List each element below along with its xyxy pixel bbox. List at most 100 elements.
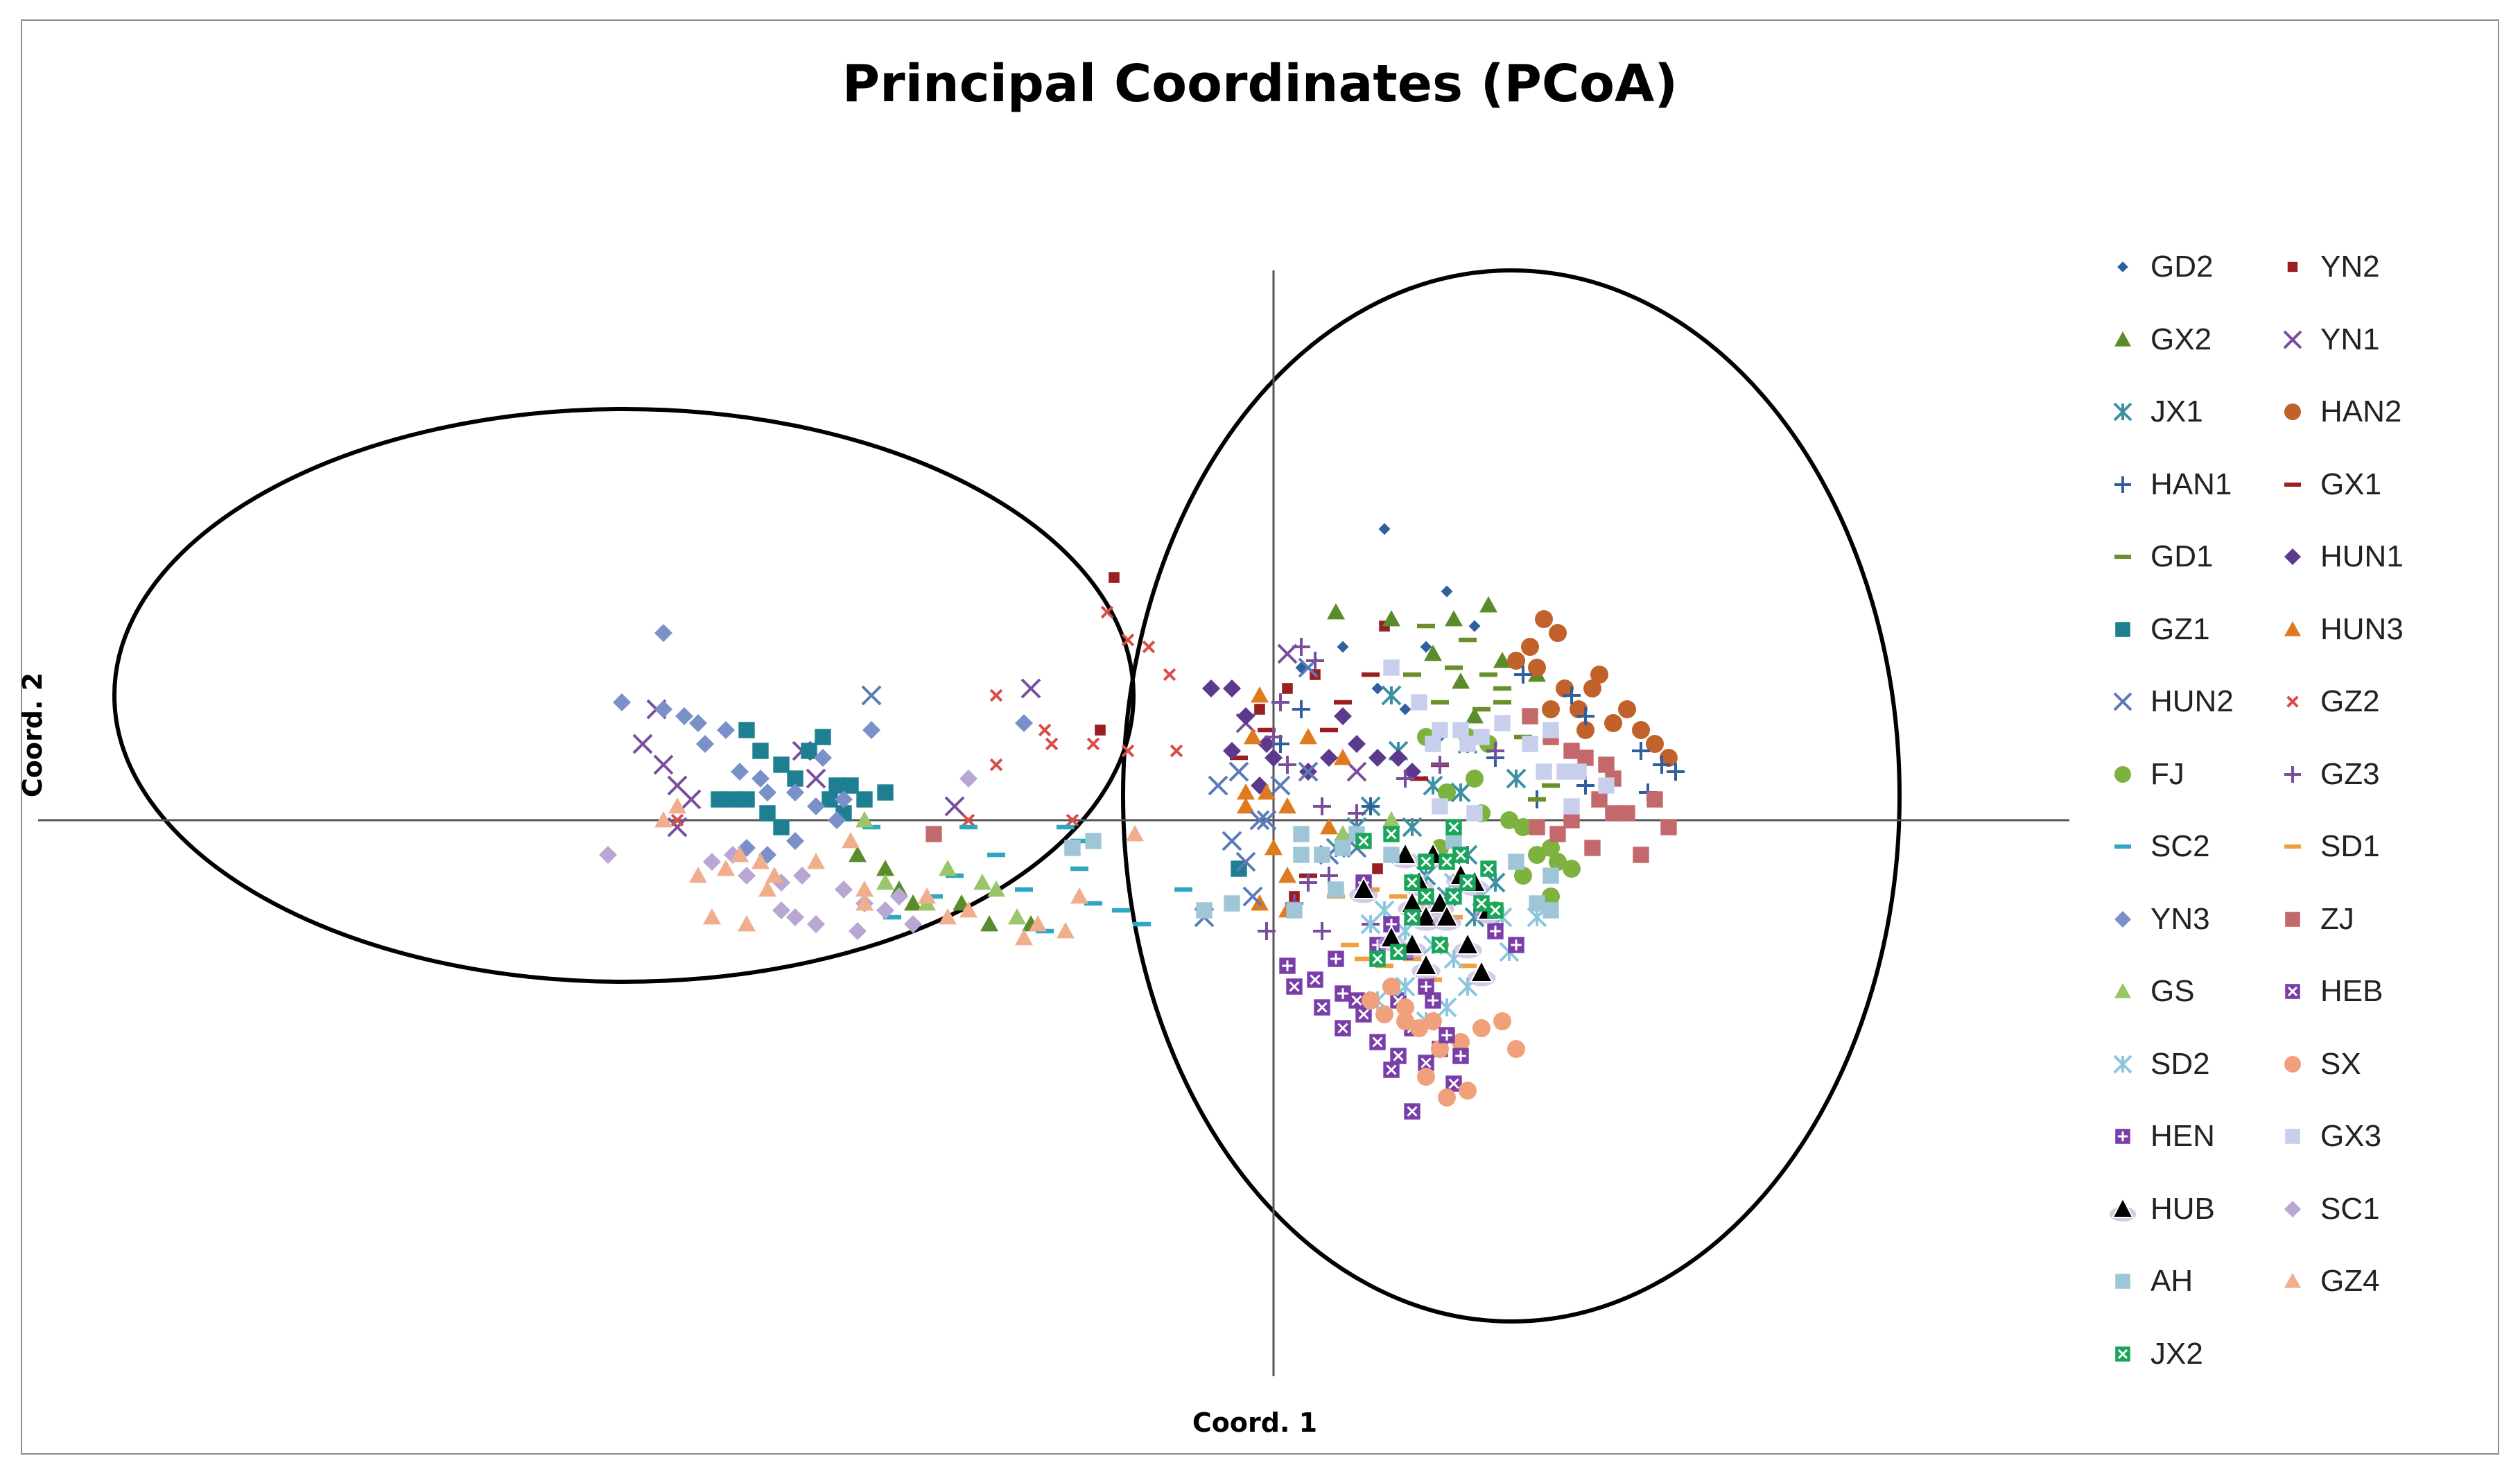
data-point [1522,736,1538,752]
data-point [1375,1005,1393,1023]
data-point [703,908,721,924]
legend-marker [2277,831,2308,862]
legend-marker [2277,324,2308,355]
legend-item-hun1: HUN1 [2277,536,2404,578]
legend-label: AH [2150,1264,2193,1299]
data-point [987,853,1005,858]
data-point [724,791,740,807]
data-point [613,693,631,711]
legend-label: HAN1 [2150,467,2232,502]
data-point [1452,847,1468,862]
legend-item-sd2: SD2 [2108,1043,2210,1085]
data-point [1334,707,1352,725]
data-point [828,777,844,793]
data-point [946,797,964,815]
data-point [1432,937,1448,953]
data-point [1466,805,1482,821]
data-point [599,846,617,864]
legend-marker [2277,1194,2308,1224]
legend-label: SC1 [2320,1192,2380,1226]
data-point [1327,603,1345,619]
data-point [1070,867,1088,872]
legend-marker [2108,252,2138,282]
data-point [1508,937,1524,953]
data-point [1046,738,1057,749]
legend-label: HUN3 [2320,612,2404,647]
y-axis-label: Coord. 2 [17,666,48,804]
legend-marker [2277,904,2308,935]
data-point [1224,895,1240,911]
data-point [773,819,789,835]
data-point [1529,819,1545,835]
legend-item-heb: HEB [2277,971,2383,1012]
data-point [1314,847,1330,862]
legend-item-sd1: SD1 [2277,826,2380,867]
legend-label: HEN [2150,1119,2215,1154]
data-point [855,881,874,896]
data-point [1431,700,1449,705]
data-point [1230,763,1248,781]
data-point [1286,978,1302,994]
data-point [1328,881,1344,897]
data-point [654,756,672,774]
data-point [654,624,672,642]
legend-label: GX2 [2150,322,2211,357]
data-point [1452,722,1468,738]
series-hun2 [862,659,1366,926]
legend-item-gz3: GZ3 [2277,754,2380,795]
legend-label: GS [2150,974,2195,1009]
data-point [1438,1089,1456,1107]
data-point [1348,763,1366,781]
data-point [1337,641,1349,653]
data-point [752,743,768,758]
data-point [959,770,977,788]
data-point [862,686,880,704]
data-point [1223,832,1241,850]
data-point [1432,798,1448,814]
data-point [1349,878,1378,903]
data-point [1528,797,1546,802]
legend-marker [2108,614,2138,645]
data-point [939,860,957,876]
data-point [1171,745,1182,756]
legend-item-ah: AH [2108,1260,2193,1302]
data-point [1605,805,1621,821]
data-point [876,860,894,876]
legend-marker [2277,686,2308,717]
legend-label: SD1 [2320,829,2380,864]
legend-label: HUN2 [2150,684,2234,719]
data-point [1529,895,1545,911]
data-point [1223,679,1241,697]
legend-marker [2277,759,2308,790]
data-point [1479,596,1497,612]
legend-marker [2277,1049,2308,1080]
data-point [773,756,789,772]
data-point [856,791,872,807]
data-point [1404,874,1420,890]
data-point [842,832,860,848]
data-point [1362,673,1380,677]
legend-label: ZJ [2320,902,2354,937]
data-point [1472,1019,1491,1037]
legend-label: HUB [2150,1192,2215,1226]
data-point [1112,908,1130,913]
legend-item-sc1: SC1 [2277,1188,2380,1230]
data-point [1382,978,1400,996]
data-point [1328,951,1344,966]
data-point [1459,1082,1477,1100]
data-point [1299,728,1317,744]
legend-item-han1: HAN1 [2108,464,2232,505]
data-point [738,867,756,885]
data-point [1425,992,1441,1008]
data-point [1459,638,1477,643]
legend-item-yn1: YN1 [2277,319,2380,361]
data-point [1278,797,1296,813]
data-point [1563,812,1579,828]
legend-marker [2277,469,2308,500]
legend-item-zj: ZJ [2277,899,2354,940]
legend-marker [2277,252,2308,282]
legend-marker [2108,831,2138,862]
data-point [1383,826,1399,842]
legend-label: GD2 [2150,250,2213,284]
